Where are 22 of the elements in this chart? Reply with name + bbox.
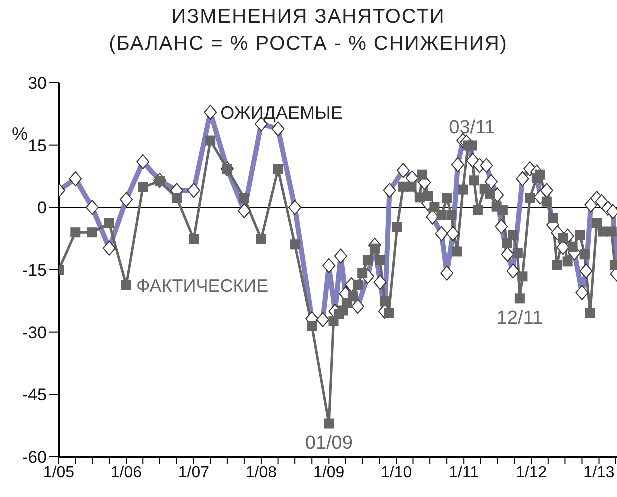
chart-subtitle: (БАЛАНС = % РОСТА - % СНИЖЕНИЯ) (108, 32, 509, 56)
y-axis-title: % (12, 124, 28, 145)
x-tick-label: 1/09 (314, 464, 345, 482)
y-tick-label: -30 (22, 323, 47, 342)
x-tick-label: 1/11 (449, 464, 480, 482)
chart-title: ИЗМЕНЕНИЯ ЗАНЯТОСТИ (170, 5, 446, 29)
y-tick-label: 30 (28, 74, 47, 94)
y-tick-label: 0 (38, 198, 47, 218)
series-label: ОЖИДАЕМЫЕ (220, 102, 343, 123)
x-tick-label: 1/10 (381, 464, 412, 482)
x-tick-label: 1/12 (516, 464, 548, 482)
annotation: 01/09 (305, 433, 353, 454)
x-tick-label: 1/06 (110, 464, 142, 482)
y-tick-label: -45 (22, 386, 47, 405)
x-tick-label: 1/08 (246, 464, 278, 482)
x-tick-label: 1/13 (584, 464, 615, 482)
y-tick-label: 15 (28, 136, 47, 156)
x-tick-label: 1/07 (178, 464, 210, 482)
y-tick-label: -15 (22, 261, 47, 280)
series-label: ФАКТИЧЕСКИЕ (136, 276, 269, 296)
annotation: 03/11 (449, 118, 496, 139)
annotation: 12/11 (496, 308, 544, 330)
